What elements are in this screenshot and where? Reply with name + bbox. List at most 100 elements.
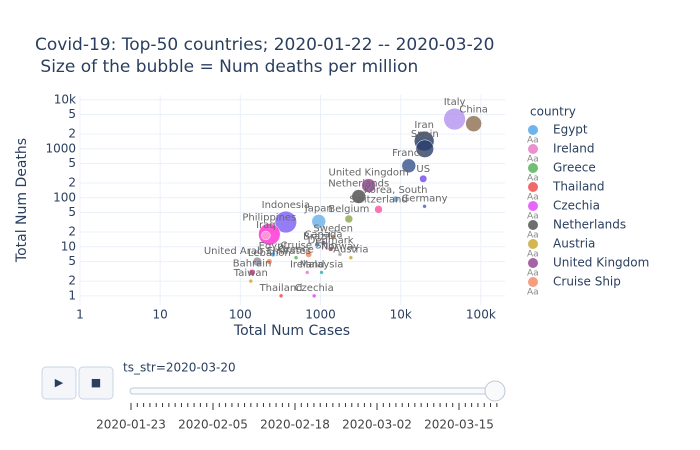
bubble xyxy=(443,107,466,131)
bubble xyxy=(374,205,383,214)
y-tick-label: 10 xyxy=(61,239,76,253)
legend-symbol: Aa xyxy=(527,269,539,279)
y-tick-label: 5 xyxy=(68,156,76,170)
x-tick-label: 10 xyxy=(153,308,168,322)
bubble xyxy=(248,269,256,276)
bubble xyxy=(392,195,400,203)
legend-symbol: Aa xyxy=(527,250,539,260)
legend-label[interactable]: Czechia xyxy=(553,199,600,213)
bubble xyxy=(351,189,366,204)
x-tick-label: 100k xyxy=(466,308,496,322)
bubble-label: Greece xyxy=(278,245,314,256)
bubble-label: Czechia xyxy=(295,283,334,294)
y-tick-label: 5 xyxy=(68,107,76,121)
slider-tick-label: 2020-02-18 xyxy=(260,418,330,432)
bubble xyxy=(465,115,482,132)
chart-title: Covid-19: Top-50 countries; 2020-01-22 -… xyxy=(35,35,494,55)
slider-tick-label: 2020-03-02 xyxy=(342,418,412,432)
legend-marker xyxy=(528,277,538,287)
legend-label[interactable]: Egypt xyxy=(553,123,588,137)
bubble-label: Iraq xyxy=(256,220,276,231)
legend-label[interactable]: United Kingdom xyxy=(553,256,649,270)
legend-marker xyxy=(528,258,538,268)
bubble xyxy=(266,258,273,265)
legend-symbol: Aa xyxy=(527,231,539,241)
bubble xyxy=(270,251,276,258)
y-tick-label: 5 xyxy=(68,205,76,219)
bubble-label: Brazil xyxy=(303,231,331,242)
bubble xyxy=(248,278,254,284)
play-button-label[interactable]: ▶ xyxy=(55,376,64,389)
bubble-label: Bahrain xyxy=(233,258,272,269)
bubble xyxy=(361,178,376,193)
legend-label[interactable]: Thailand xyxy=(552,180,605,194)
bubble-label: US xyxy=(416,164,430,175)
bubble-label: Switzerland xyxy=(349,194,407,205)
legend-marker xyxy=(528,125,538,135)
stop-button-label[interactable]: ■ xyxy=(91,376,101,389)
x-tick-label: 1000 xyxy=(305,308,336,322)
legend-label[interactable]: Austria xyxy=(553,237,595,251)
bubble-label: Cruise Ship xyxy=(280,240,337,251)
bubble-label: Korea, South xyxy=(364,185,428,196)
bubble xyxy=(305,251,313,258)
bubble-label: France xyxy=(392,148,425,159)
y-tick-label: 2 xyxy=(68,127,76,141)
legend-symbol: Aa xyxy=(527,288,539,298)
bubble xyxy=(422,204,427,209)
legend-label[interactable]: Netherlands xyxy=(553,218,626,232)
bubble-label: Denmark xyxy=(308,236,354,247)
y-tick-label: 2 xyxy=(68,225,76,239)
legend-title: country xyxy=(530,105,576,119)
y-tick-label: 5 xyxy=(68,254,76,268)
bubble-label: Egypt xyxy=(259,241,288,252)
bubble xyxy=(330,234,336,240)
grid xyxy=(79,95,505,305)
chart-subtitle: Size of the bubble = Num deaths per mill… xyxy=(35,57,418,77)
bubble xyxy=(401,158,417,174)
bubble-label: Iran xyxy=(414,120,434,131)
bubble-label: Spain xyxy=(411,129,439,140)
legend-label[interactable]: Cruise Ship xyxy=(553,275,621,289)
bubble-label: Germany xyxy=(402,193,448,204)
y-tick-label: 100 xyxy=(53,190,76,204)
legend-symbol: Aa xyxy=(527,193,539,203)
bubble xyxy=(348,255,354,260)
bubble-label: Italy xyxy=(444,97,466,108)
bubble-label: Ireland xyxy=(290,259,325,270)
stop-button[interactable] xyxy=(78,366,114,400)
bubble xyxy=(261,230,271,241)
bubble-label: Japan xyxy=(304,203,333,214)
slider-handle[interactable] xyxy=(484,380,506,402)
bubbles xyxy=(248,107,482,299)
bubble-label: Norway xyxy=(321,241,359,252)
bubble-label: Taiwan xyxy=(233,268,268,279)
bubble xyxy=(337,252,343,257)
bubble-label: Thailand xyxy=(259,283,303,294)
play-button[interactable] xyxy=(41,366,77,400)
legend-marker xyxy=(528,201,538,211)
legend-symbol: Aa xyxy=(527,212,539,222)
slider-tick-label: 2020-02-05 xyxy=(178,418,248,432)
legend-label[interactable]: Ireland xyxy=(553,142,595,156)
bubble-label: China xyxy=(459,105,488,116)
bubble-label: Philippines xyxy=(242,212,296,223)
legend-marker xyxy=(528,144,538,154)
slider-tick-label: 2020-03-15 xyxy=(424,418,494,432)
legend-label[interactable]: Greece xyxy=(553,161,596,175)
y-axis-label: Total Num Deaths xyxy=(14,138,30,263)
bubble-label: Lebanon xyxy=(248,248,291,259)
y-tick-label: 2 xyxy=(68,176,76,190)
bubble xyxy=(419,174,428,183)
bubble xyxy=(319,270,324,275)
slider-track[interactable] xyxy=(129,387,497,395)
bubble xyxy=(415,139,434,158)
bubble xyxy=(293,255,299,260)
bubble-label: Indonesia xyxy=(262,200,310,211)
bubble xyxy=(320,240,327,246)
x-tick-label: 1 xyxy=(76,308,84,322)
y-tick-label: 1000 xyxy=(45,141,76,155)
legend-symbol: Aa xyxy=(527,136,539,146)
